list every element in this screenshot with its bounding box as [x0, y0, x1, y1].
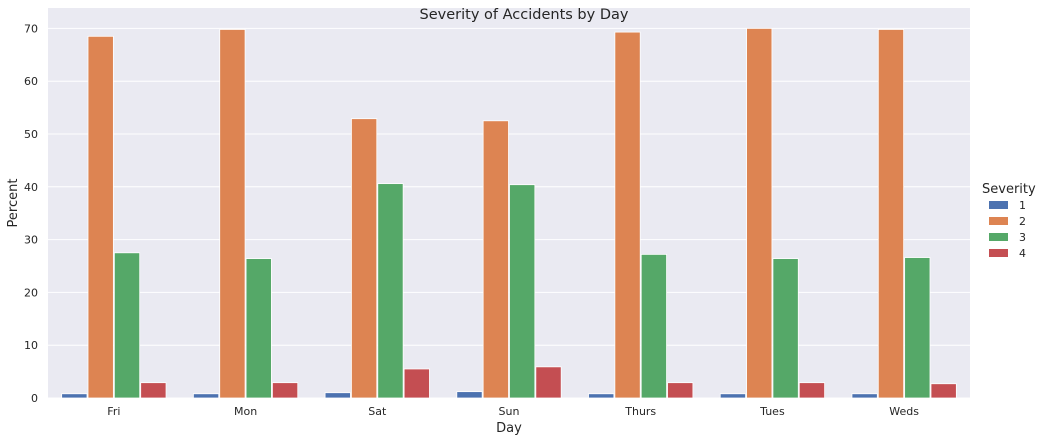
legend-label: 4 [1019, 247, 1026, 260]
x-tick-label: Sun [499, 405, 520, 418]
x-tick-labels: Fri Mon Sat Sun Thurs Tues Weds [107, 405, 919, 418]
bar-severity-1-sun [456, 391, 483, 399]
x-tick-label: Mon [234, 405, 257, 418]
bar-severity-1-fri [61, 393, 88, 399]
grid [48, 27, 970, 399]
y-tick-labels: 0 10 20 30 40 50 60 70 [24, 22, 38, 405]
bar-severity-3-sun [509, 184, 536, 399]
bar-severity-1-sat [324, 392, 351, 399]
x-tick-label: Sat [368, 405, 387, 418]
legend-swatch [989, 233, 1008, 241]
bar-severity-4-fri [140, 382, 167, 399]
x-axis-label: Day [496, 421, 522, 436]
plot-background [48, 8, 970, 398]
bar-severity-1-tues [719, 393, 746, 399]
bar-severity-4-mon [272, 382, 299, 399]
bar-severity-4-tues [798, 382, 826, 399]
bar-severity-2-tues [746, 27, 773, 399]
bar-severity-2-weds [877, 29, 905, 399]
legend-swatch [989, 217, 1008, 225]
x-tick-label: Weds [889, 405, 919, 418]
bar-severity-4-sat [403, 368, 430, 399]
bar-severity-1-thurs [588, 393, 615, 399]
legend-title: Severity [982, 182, 1036, 197]
x-tick-label: Fri [107, 405, 120, 418]
bar-severity-4-weds [930, 383, 957, 399]
legend-swatch [989, 201, 1008, 209]
bar-severity-1-weds [851, 393, 878, 399]
y-tick-label: 60 [24, 75, 38, 88]
x-tick-label: Thurs [624, 405, 656, 418]
bar-severity-2-sat [351, 118, 378, 399]
x-tick-label: Tues [759, 405, 785, 418]
y-tick-label: 10 [24, 339, 38, 352]
legend-label: 1 [1019, 199, 1026, 212]
y-tick-label: 70 [24, 22, 38, 35]
bar-severity-2-thurs [614, 31, 641, 399]
bar-severity-3-tues [772, 258, 799, 399]
bar-severity-3-weds [904, 257, 931, 399]
legend-swatch [989, 249, 1008, 257]
y-tick-label: 20 [24, 286, 38, 299]
legend: Severity 1 2 3 4 [982, 182, 1036, 260]
bar-severity-3-sat [377, 183, 404, 399]
y-axis-label: Percent [6, 179, 21, 228]
bar-severity-3-mon [245, 258, 272, 399]
bar-severity-3-fri [113, 252, 141, 399]
y-tick-label: 40 [24, 181, 38, 194]
bars [61, 27, 957, 399]
bar-severity-2-mon [219, 29, 246, 399]
y-tick-label: 50 [24, 128, 38, 141]
bar-severity-1-mon [192, 393, 220, 399]
bar-severity-2-sun [482, 120, 509, 399]
legend-label: 3 [1019, 231, 1026, 244]
chart-title: Severity of Accidents by Day [420, 7, 629, 23]
bar-severity-2-fri [87, 35, 114, 399]
y-tick-label: 30 [24, 234, 38, 247]
bar-severity-3-thurs [640, 253, 667, 399]
y-tick-label: 0 [31, 392, 38, 405]
legend-label: 2 [1019, 215, 1026, 228]
bar-severity-4-sun [535, 366, 562, 399]
bar-severity-4-thurs [667, 382, 694, 399]
